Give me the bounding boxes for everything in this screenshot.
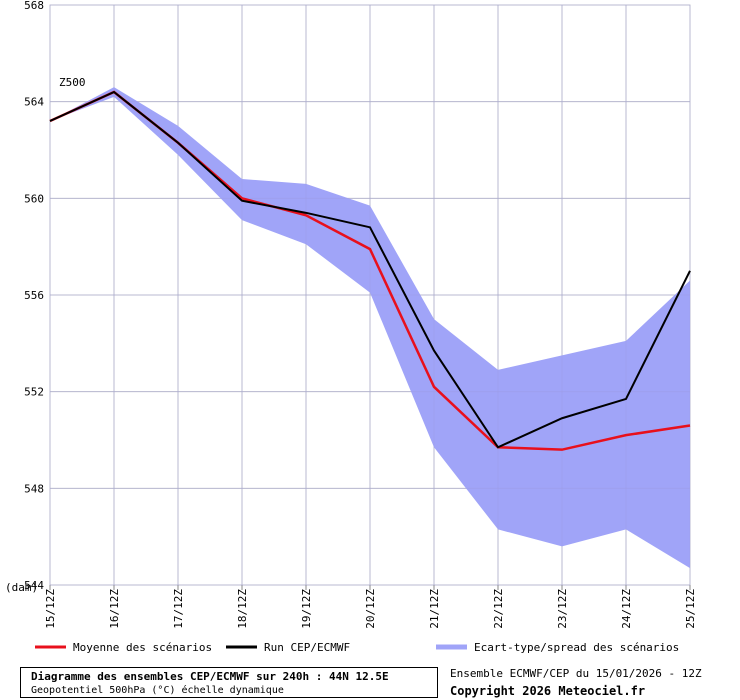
x-tick-label: 15/12Z <box>44 589 57 629</box>
y-tick-label: 552 <box>24 386 44 399</box>
x-tick-label: 20/12Z <box>364 589 377 629</box>
y-tick-label: 556 <box>24 289 44 302</box>
x-tick-label: 23/12Z <box>556 589 569 629</box>
y-tick-label: 568 <box>24 0 44 12</box>
x-tick-label: 24/12Z <box>620 589 633 629</box>
legend-label-mean: Moyenne des scénarios <box>73 641 212 654</box>
series-run-line <box>49 90 691 449</box>
legend-item-run: Run CEP/ECMWF <box>226 641 350 654</box>
x-tick-label: 16/12Z <box>108 589 121 629</box>
x-tick-label: 18/12Z <box>236 589 249 629</box>
y-tick-label: 560 <box>24 192 44 205</box>
x-tick-label: 19/12Z <box>300 589 313 629</box>
footer-title: Diagramme des ensembles CEP/ECMWF sur 24… <box>31 670 389 683</box>
y-tick-labels: 544 548 552 556 560 564 568 <box>24 0 44 592</box>
unit-label: (dam) <box>5 581 38 594</box>
y-tick-label: 544 <box>24 579 44 592</box>
x-tick-label: 21/12Z <box>428 589 441 629</box>
y-tick-label: 564 <box>24 96 44 109</box>
ensemble-chart: 544 548 552 556 560 564 568 15/12Z 16/12Z 17/12Z… <box>5 0 697 654</box>
x-tick-labels: 15/12Z 16/12Z 17/12Z 18/12Z 19/12Z 20/12Z 21/1… <box>44 589 697 629</box>
variable-label: Z500 <box>59 76 86 89</box>
legend-item-mean: Moyenne des scénarios <box>35 641 212 654</box>
footer-subtitle: Geopotentiel 500hPa (°C) échelle dynamiq… <box>31 685 284 696</box>
x-tick-label: 22/12Z <box>492 589 505 629</box>
legend-item-spread: Ecart-type/spread des scénarios <box>436 641 679 654</box>
grid-overlay <box>49 4 691 586</box>
run-info: Ensemble ECMWF/CEP du 15/01/2026 - 12Z <box>450 667 702 680</box>
y-tick-label: 548 <box>24 482 44 495</box>
footer-info-box: Diagramme des ensembles CEP/ECMWF sur 24… <box>20 667 438 698</box>
x-tick-label: 17/12Z <box>172 589 185 629</box>
copyright: Copyright 2026 Meteociel.fr <box>450 684 646 698</box>
legend-label-spread: Ecart-type/spread des scénarios <box>474 641 679 654</box>
legend: Moyenne des scénarios Run CEP/ECMWF Ecar… <box>35 641 679 654</box>
legend-label-run: Run CEP/ECMWF <box>264 641 350 654</box>
x-tick-label: 25/12Z <box>684 589 697 629</box>
